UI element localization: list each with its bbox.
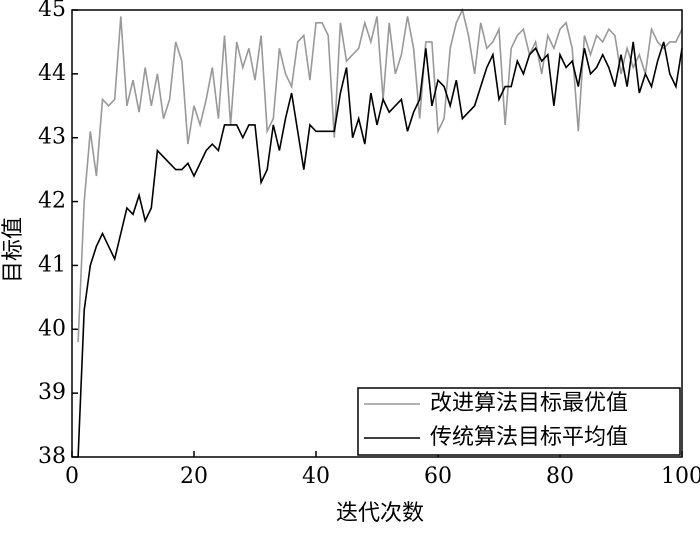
y-tick-label: 38	[38, 444, 66, 469]
x-tick-label: 100	[661, 464, 700, 489]
x-tick-label: 80	[546, 464, 574, 489]
y-tick-label: 39	[38, 380, 66, 405]
y-axis-title: 目标值	[1, 217, 26, 283]
y-tick-label: 45	[38, 0, 66, 22]
legend-label: 传统算法目标平均值	[430, 425, 628, 450]
legend-label: 改进算法目标最优值	[430, 391, 628, 416]
x-tick-label: 60	[424, 464, 452, 489]
y-tick-label: 43	[38, 125, 66, 150]
legend-box	[357, 387, 681, 456]
series-line	[77, 41, 683, 458]
y-tick-label: 44	[38, 61, 66, 86]
x-tick-label: 40	[302, 464, 330, 489]
y-tick-label: 40	[38, 316, 66, 341]
y-tick-label: 42	[38, 189, 66, 214]
y-tick-label: 41	[38, 252, 66, 277]
series-line	[77, 7, 683, 343]
plot-frame	[71, 9, 683, 458]
x-tick-label: 20	[180, 464, 208, 489]
x-axis-title: 迭代次数	[336, 501, 424, 526]
x-tick-label: 0	[65, 464, 79, 489]
